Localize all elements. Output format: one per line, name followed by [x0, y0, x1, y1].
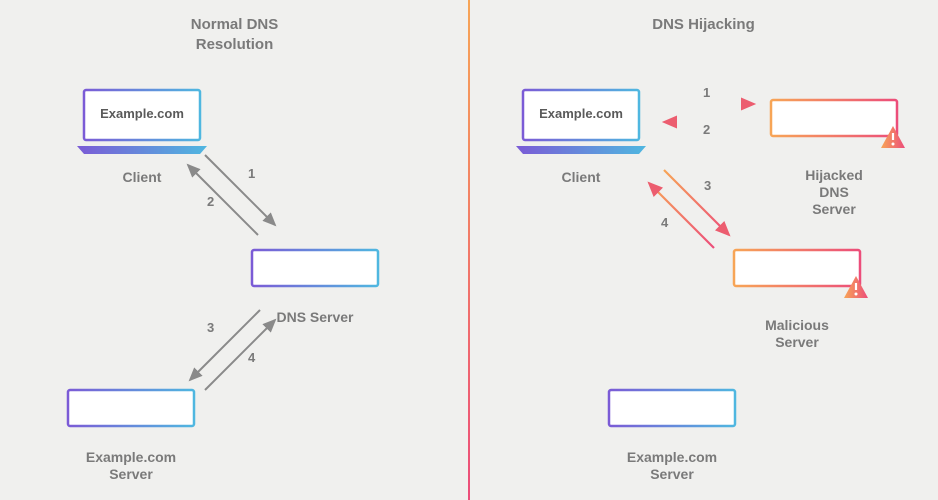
arrow-num: 3 [207, 320, 214, 335]
arrows-left [0, 0, 469, 500]
arrow-num: 4 [661, 215, 668, 230]
panel-dns-hijacking: DNS Hijacking Example.com Client Hijacke… [469, 0, 938, 500]
panel-normal-dns: Normal DNSResolution Example.com Client … [0, 0, 469, 500]
arrow-num: 2 [207, 194, 214, 209]
arrow-num: 1 [248, 166, 255, 181]
arrow-num: 2 [703, 122, 710, 137]
arrow-num: 1 [703, 85, 710, 100]
arrow-num: 4 [248, 350, 255, 365]
arrow-num: 3 [704, 178, 711, 193]
arrows-right [469, 0, 938, 500]
